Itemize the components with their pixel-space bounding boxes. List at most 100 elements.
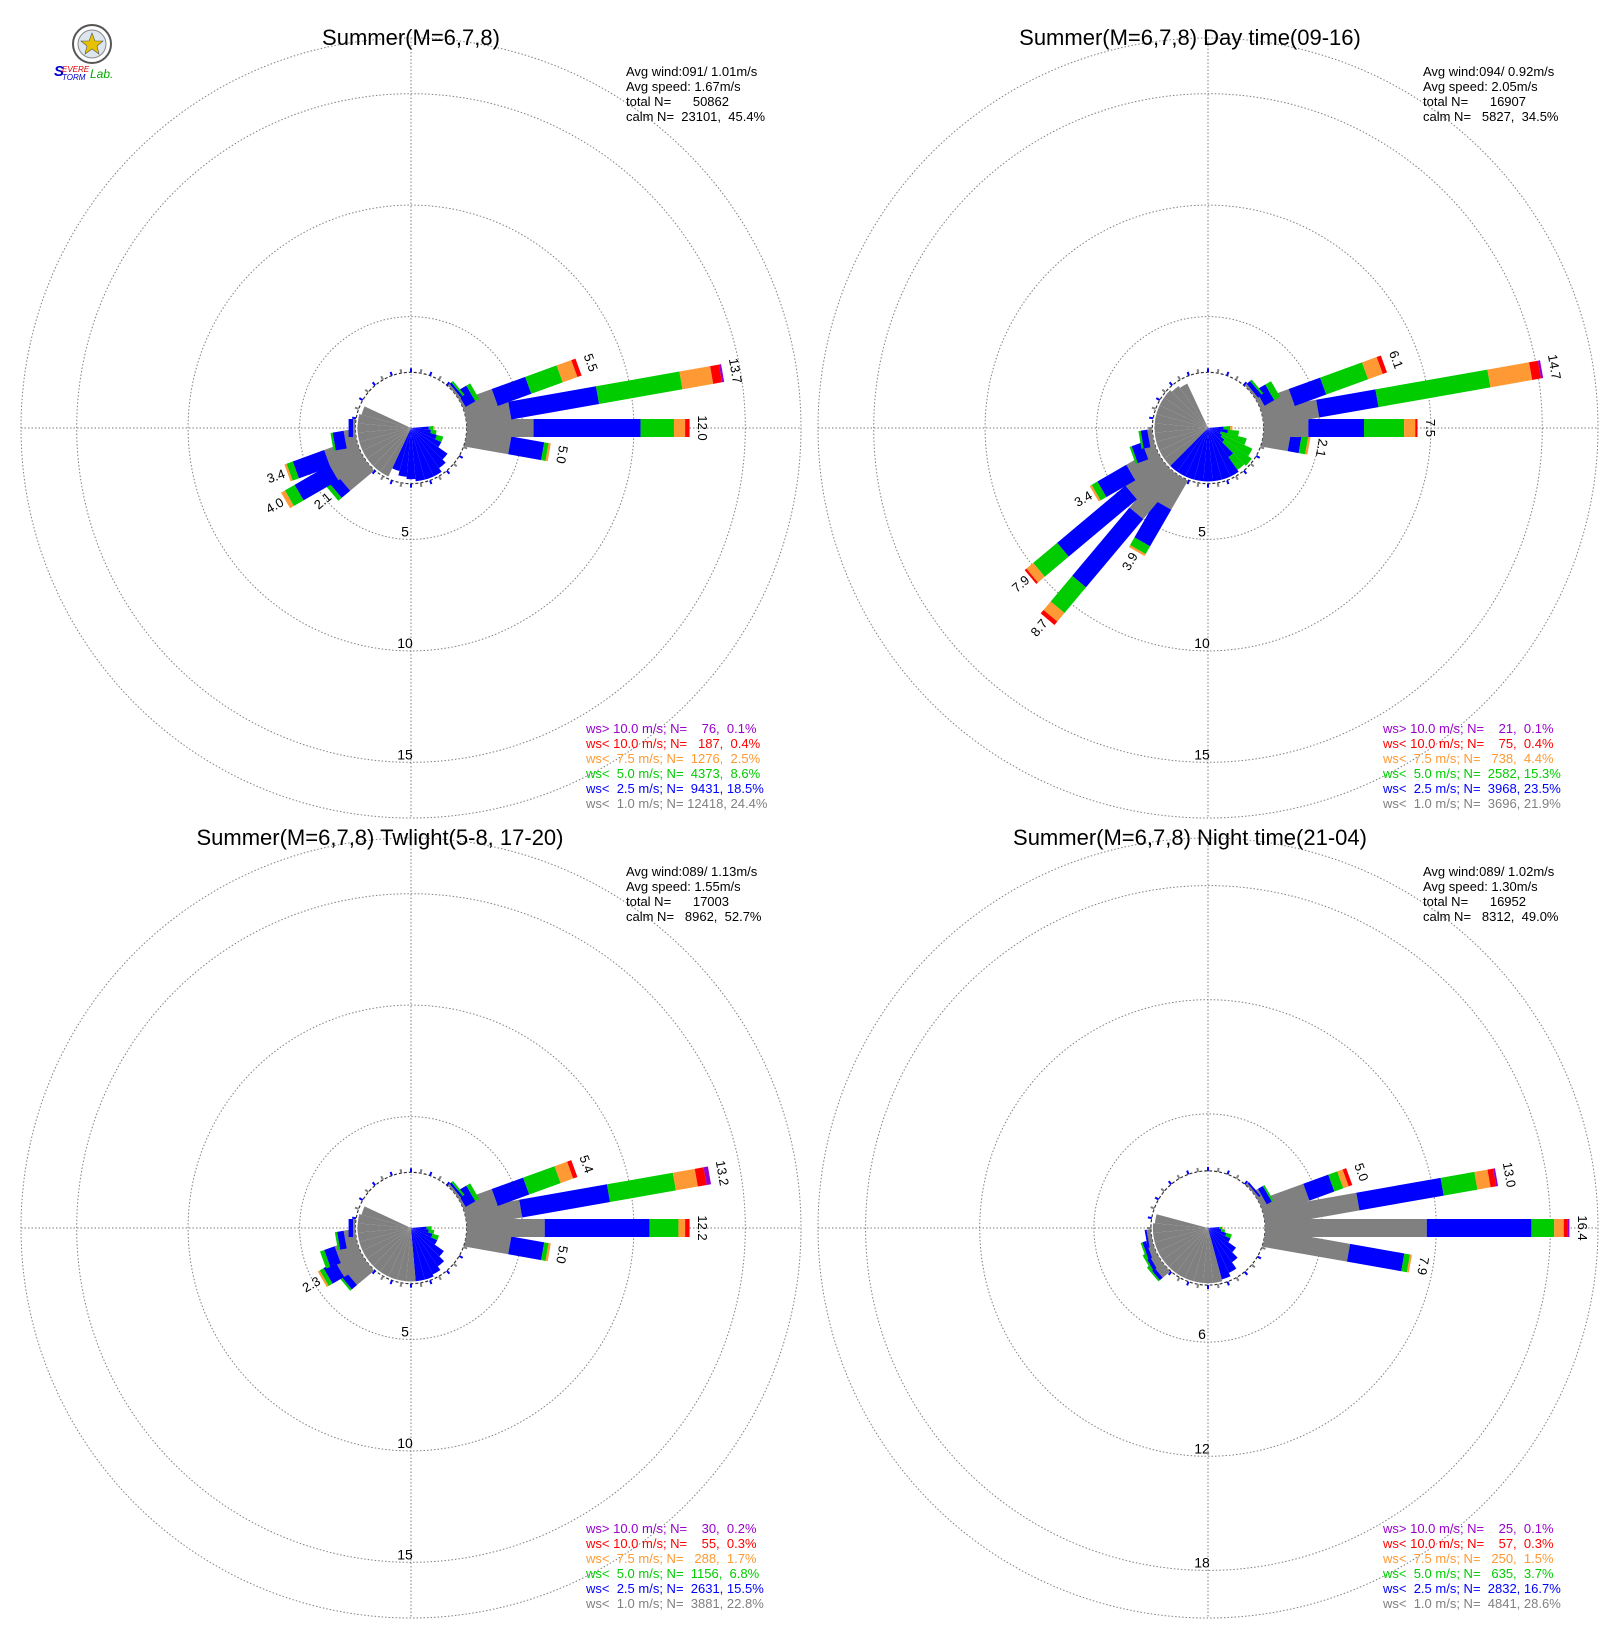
calm-tick [1147, 1216, 1152, 1220]
sector-bar [718, 364, 725, 383]
sector-bar [1258, 1183, 1310, 1217]
calm-tick [1186, 480, 1190, 485]
sector-bar [1440, 1171, 1478, 1196]
legend-entry: ws< 2.5 m/s; N= 3968, 23.5% [1382, 781, 1561, 796]
calm-wedge [430, 1226, 433, 1230]
calm-tick [1261, 1246, 1266, 1250]
calm-tick [358, 1197, 364, 1201]
sector-bar [1361, 357, 1383, 380]
calm-tick [458, 1255, 464, 1259]
calm-wedge [362, 1228, 411, 1259]
grid-ring [20, 837, 802, 1619]
sector-bar [1142, 1254, 1154, 1271]
calm-tick [1216, 1284, 1220, 1289]
stats-line: calm N= 23101, 45.4% [626, 109, 766, 124]
calm-wedge [1179, 383, 1208, 428]
calm-wedge [411, 428, 434, 480]
calm-tick [438, 375, 442, 381]
calm-tick [389, 1171, 393, 1176]
sector-percent-label: 12.2 [695, 1215, 710, 1240]
calm-tick [371, 1270, 376, 1275]
lab-seal-icon: S EVERE TORM Lab. [54, 24, 113, 82]
ring-label: 10 [397, 635, 413, 651]
calm-wedge [1220, 431, 1247, 445]
sector-bar [1474, 1169, 1491, 1190]
sector-bar [334, 1231, 341, 1251]
calm-wedge [428, 426, 434, 430]
calm-wedge [1203, 1228, 1213, 1284]
calm-tick [429, 371, 433, 376]
legend-entry: ws> 10.0 m/s; N= 21, 0.1% [1382, 721, 1554, 736]
calm-wedge [411, 1228, 429, 1233]
grid-ring [873, 93, 1543, 763]
sector-bar [317, 1270, 329, 1288]
calm-tick [1167, 1180, 1173, 1185]
legend-entry: ws< 1.0 m/s; N= 3881, 22.8% [585, 1596, 764, 1611]
sector-bar [694, 1167, 707, 1187]
sector-bar [284, 484, 304, 506]
calm-tick [399, 482, 403, 487]
legend-entry: ws< 10.0 m/s; N= 187, 0.4% [585, 736, 761, 751]
legend-entry: ws< 10.0 m/s; N= 55, 0.3% [585, 1536, 757, 1551]
calm-wedge [1152, 1223, 1208, 1233]
calm-wedge [1158, 1228, 1208, 1260]
calm-wedge [411, 426, 429, 430]
calm-wedge [1193, 1228, 1208, 1283]
calm-tick [453, 1263, 458, 1268]
sector-bar [672, 1168, 698, 1191]
sector-bar [1155, 471, 1188, 510]
stats-line: total N= 50862 [626, 94, 729, 109]
sector-bar [338, 456, 375, 491]
calm-wedge [411, 428, 448, 460]
sector-bar [1262, 1185, 1274, 1202]
sector-bar [508, 386, 600, 420]
calm-tick [1235, 475, 1239, 481]
calm-tick [354, 1206, 359, 1210]
sector-bar [353, 1219, 356, 1237]
sector-bar [1308, 419, 1364, 437]
sector-bar [1288, 377, 1327, 406]
sector-bar [1426, 1219, 1532, 1237]
ring-label: 10 [397, 1435, 413, 1451]
sector-bar [451, 381, 465, 397]
calm-tick [364, 1188, 369, 1193]
sector-bar [541, 1242, 549, 1261]
calm-wedge [406, 1228, 416, 1282]
calm-wedge [411, 1226, 427, 1230]
calm-wedge [1222, 439, 1252, 466]
legend-entry: ws< 1.0 m/s; N= 4841, 28.6% [1382, 1596, 1561, 1611]
calm-wedge [1171, 386, 1208, 428]
sector-bar [1097, 464, 1136, 498]
calm-tick [446, 381, 451, 386]
sector-bar [508, 1236, 545, 1261]
sector-bar [1265, 381, 1281, 401]
sector-bar [1265, 1219, 1427, 1237]
sector-bar [1144, 1229, 1150, 1248]
calm-tick [1250, 463, 1255, 468]
sector-bar [710, 364, 723, 384]
sector-bar [284, 463, 293, 482]
calm-tick [419, 369, 423, 374]
sector-bar [595, 371, 683, 404]
sector-bar [1142, 1241, 1153, 1260]
sector-bar [466, 383, 480, 402]
legend-entry: ws< 2.5 m/s; N= 2631, 15.5% [585, 1581, 764, 1596]
calm-tick [438, 1275, 442, 1281]
sector-percent-label: 3.4 [265, 466, 287, 486]
calm-tick [399, 1169, 403, 1174]
sector-bar [491, 1177, 530, 1206]
sector-bar [1493, 1168, 1499, 1187]
calm-wedge [361, 406, 411, 428]
sector-bar [466, 1183, 480, 1202]
calm-wedge [1168, 1228, 1208, 1274]
calm-tick [1235, 1174, 1240, 1180]
calm-tick [1151, 406, 1156, 410]
sector-bar [1320, 362, 1369, 395]
sector-bar [1130, 537, 1151, 555]
legend-entry: ws< 10.0 m/s; N= 57, 0.3% [1382, 1536, 1554, 1551]
calm-wedge [1208, 428, 1222, 482]
sector-percent-label: 5.0 [553, 444, 571, 464]
calm-wedge [392, 428, 411, 472]
calm-wedge [1159, 397, 1208, 428]
calm-wedge [1208, 1228, 1231, 1280]
